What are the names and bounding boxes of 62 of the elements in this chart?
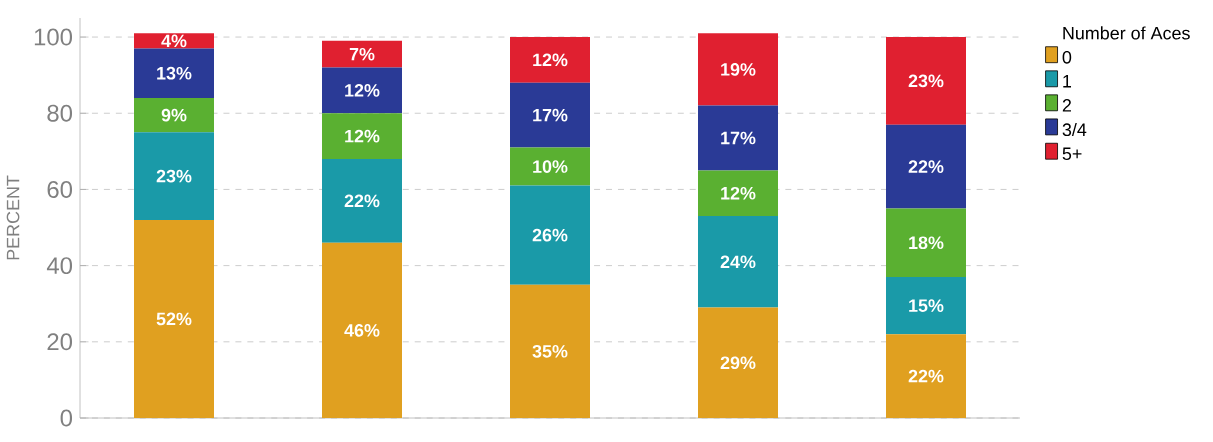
bar <box>134 98 214 133</box>
bar <box>510 82 590 148</box>
legend-label: 0 <box>1062 50 1072 64</box>
data-label: 15% <box>909 299 944 312</box>
data-label: 18% <box>909 236 944 250</box>
bar <box>698 170 778 217</box>
data-label: 29% <box>720 356 756 370</box>
bar <box>886 277 966 335</box>
bar <box>134 48 214 98</box>
bar <box>698 307 778 418</box>
data-label: 46% <box>344 324 380 337</box>
data-label: 26% <box>532 228 568 242</box>
bar <box>322 113 402 159</box>
bar <box>698 33 778 106</box>
y-tick-label: 60 <box>47 180 73 198</box>
legend-label: 3/4 <box>1062 122 1087 137</box>
bar <box>134 132 214 220</box>
bar <box>322 242 402 418</box>
bar <box>510 284 590 418</box>
bar <box>698 216 778 308</box>
bar <box>510 147 590 186</box>
y-tick-label: 0 <box>60 409 73 427</box>
bar <box>322 67 402 114</box>
bar <box>510 37 590 83</box>
data-label: 7% <box>349 47 375 61</box>
data-label: 12% <box>533 53 568 67</box>
legend-title: Number of Aces <box>1063 26 1190 40</box>
data-label: 35% <box>532 344 568 358</box>
bar <box>134 219 214 418</box>
bar <box>886 124 966 209</box>
data-label: 13% <box>157 66 192 80</box>
bar <box>886 334 966 418</box>
bar <box>886 208 966 278</box>
y-tick-label: 20 <box>47 333 73 351</box>
data-label: 12% <box>721 186 756 200</box>
data-label: 17% <box>721 131 756 145</box>
data-label: 24% <box>720 255 756 269</box>
y-tick-label: 40 <box>46 257 73 275</box>
data-label: 52% <box>156 312 192 326</box>
data-label: 22% <box>908 369 944 383</box>
data-label: 4% <box>161 34 187 48</box>
data-label: 12% <box>345 129 380 143</box>
bar <box>510 185 590 285</box>
data-label: 22% <box>344 194 380 208</box>
bar <box>886 37 966 125</box>
legend-label: 2 <box>1062 99 1071 112</box>
data-label: 9% <box>161 108 187 122</box>
legend-label: 1 <box>1063 75 1072 88</box>
y-tick-label: 80 <box>47 104 73 122</box>
bar <box>698 105 778 171</box>
bar <box>322 158 402 243</box>
data-label: 22% <box>908 160 944 173</box>
data-label: 19% <box>721 63 756 76</box>
data-label: 10% <box>533 160 568 173</box>
data-label: 23% <box>908 74 944 88</box>
data-label: 23% <box>156 169 192 183</box>
y-tick-label: 100 <box>34 28 73 46</box>
data-label: 17% <box>533 108 568 122</box>
y-axis-title: PERCENT <box>6 175 20 260</box>
bar <box>322 40 402 68</box>
data-label: 12% <box>345 84 380 97</box>
legend-label: 5+ <box>1062 147 1082 161</box>
